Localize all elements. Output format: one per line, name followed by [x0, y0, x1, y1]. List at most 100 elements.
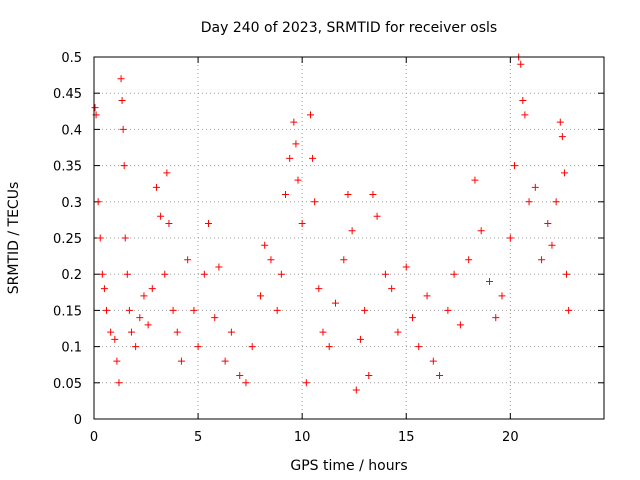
y-tick-label: 0.5 [61, 51, 82, 66]
data-point [173, 328, 181, 336]
data-point [456, 321, 464, 329]
data-point [221, 357, 229, 365]
data-point [248, 343, 256, 351]
data-point [331, 299, 339, 307]
data-point [257, 292, 265, 300]
data-point [190, 306, 198, 314]
data-point [498, 292, 506, 300]
data-point [194, 343, 202, 351]
data-point [306, 111, 314, 119]
data-point [486, 277, 494, 285]
x-tick-label: 0 [90, 430, 98, 445]
data-point [492, 314, 500, 322]
data-point [200, 270, 208, 278]
data-point [227, 328, 235, 336]
data-point [117, 75, 125, 83]
data-point [465, 256, 473, 264]
data-point [144, 321, 152, 329]
data-point [325, 343, 333, 351]
data-point [302, 379, 310, 387]
data-point [107, 328, 115, 336]
data-point [236, 372, 244, 380]
data-point [381, 270, 389, 278]
data-point [309, 154, 317, 162]
data-point [510, 162, 518, 170]
data-point [344, 191, 352, 199]
data-point [558, 133, 566, 141]
x-tick-label: 5 [194, 430, 202, 445]
data-point [123, 270, 131, 278]
data-point [356, 335, 364, 343]
data-point [423, 292, 431, 300]
data-point [267, 256, 275, 264]
data-point [120, 162, 128, 170]
data-point [119, 125, 127, 133]
y-axis-label: SRMTID / TECUs [6, 182, 22, 295]
data-point [373, 212, 381, 220]
data-point [215, 263, 223, 271]
data-point [140, 292, 148, 300]
data-point [100, 285, 108, 293]
data-point [517, 60, 525, 68]
data-point [560, 169, 568, 177]
data-point [184, 256, 192, 264]
data-point [450, 270, 458, 278]
data-point [91, 104, 99, 112]
grid [94, 57, 604, 419]
data-point [477, 227, 485, 235]
data-point [471, 176, 479, 184]
data-point [102, 306, 110, 314]
data-point [148, 285, 156, 293]
x-tick-label: 10 [294, 430, 311, 445]
data-point [531, 183, 539, 191]
ticks: 0 0.05 0.1 0.15 0.2 0.25 0.3 0.35 0.4 0.45 0.5 0 5 10… [53, 51, 604, 445]
data-point [136, 314, 144, 322]
data-point [521, 111, 529, 119]
data-point [177, 357, 185, 365]
data-point [429, 357, 437, 365]
x-axis-label: GPS time / hours [290, 458, 407, 474]
x-tick-label: 15 [398, 430, 415, 445]
y-tick-label: 0.4 [61, 123, 82, 138]
data-point [127, 328, 135, 336]
data-point [157, 212, 165, 220]
data-point [165, 220, 173, 228]
data-point [121, 234, 129, 242]
y-tick-label: 0 [74, 413, 82, 428]
data-point [125, 306, 133, 314]
data-point [352, 386, 360, 394]
data-point [292, 140, 300, 148]
data-point [282, 191, 290, 199]
data-point [290, 118, 298, 126]
data-point [161, 270, 169, 278]
data-point [394, 328, 402, 336]
data-point [415, 343, 423, 351]
data-point [115, 379, 123, 387]
data-point [319, 328, 327, 336]
data-point [340, 256, 348, 264]
plot-frame [93, 56, 605, 420]
data-point [98, 270, 106, 278]
y-tick-label: 0.2 [61, 268, 82, 283]
y-tick-label: 0.25 [53, 232, 82, 247]
data-point [525, 198, 533, 206]
data-point [273, 306, 281, 314]
data-point [506, 234, 514, 242]
data-point [118, 96, 126, 104]
data-point [361, 306, 369, 314]
data-point [94, 198, 102, 206]
data-point [204, 220, 212, 228]
data-point [388, 285, 396, 293]
data-point [113, 357, 121, 365]
data-point [311, 198, 319, 206]
data-point [538, 256, 546, 264]
data-point [369, 191, 377, 199]
data-point [402, 263, 410, 271]
data-point [315, 285, 323, 293]
y-tick-label: 0.05 [53, 377, 82, 392]
data-point [286, 154, 294, 162]
data-point [96, 234, 104, 242]
x-tick-label: 20 [502, 430, 519, 445]
data-point [436, 372, 444, 380]
data-point [565, 306, 573, 314]
